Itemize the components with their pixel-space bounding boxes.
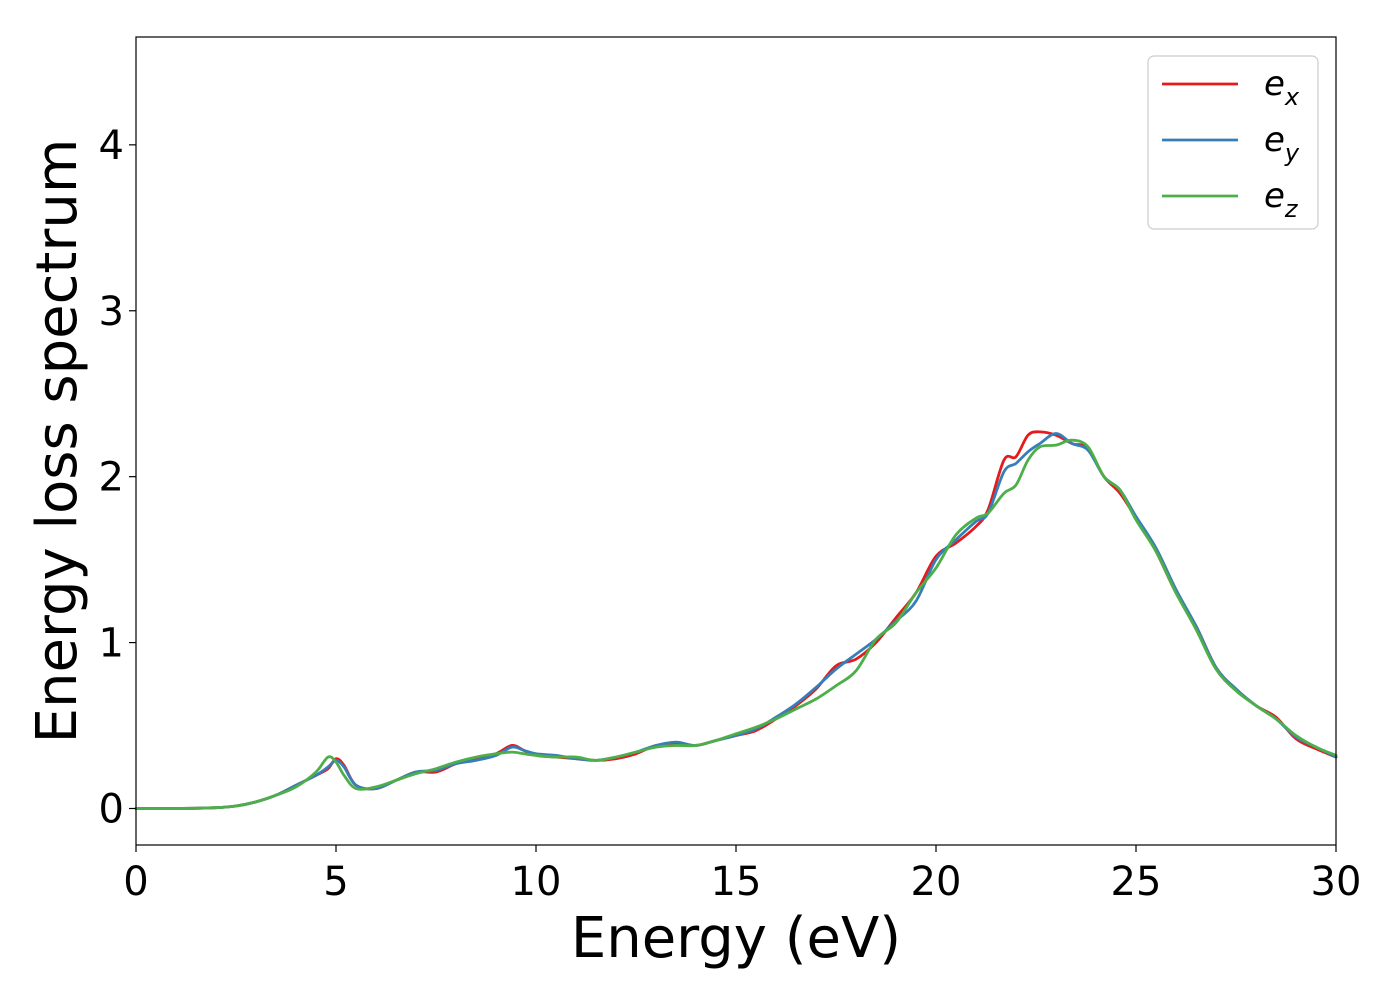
legend-label-x: ex — [1264, 64, 1300, 111]
x-axis-label: Energy (eV) — [571, 906, 901, 971]
x-tick-label: 20 — [911, 859, 962, 905]
legend-subscript: x — [1284, 83, 1300, 111]
x-tick-label: 15 — [711, 859, 762, 905]
y-tick-label: 0 — [99, 786, 124, 832]
legend-subscript: z — [1284, 195, 1299, 223]
x-tick-label: 0 — [123, 859, 148, 905]
legend-label-y: ey — [1264, 120, 1300, 167]
y-tick-label: 4 — [99, 123, 124, 169]
legend-subscript: y — [1284, 139, 1300, 167]
x-tick-label: 30 — [1311, 859, 1362, 905]
x-tick-label: 5 — [323, 859, 348, 905]
tick-layer: 0 5 10 15 20 25 30 0 1 2 3 4 — [99, 123, 1362, 905]
y-tick-label: 3 — [99, 289, 124, 335]
y-axis-label: Energy loss spectrum — [25, 139, 90, 744]
series-line-z — [134, 438, 1338, 810]
y-tick-label: 1 — [99, 621, 124, 667]
x-tick-label: 25 — [1111, 859, 1162, 905]
legend-box — [1147, 55, 1319, 230]
y-tick-label: 2 — [99, 455, 124, 501]
plot-frame — [135, 36, 1337, 846]
series-layer — [134, 430, 1338, 810]
x-tick-label: 10 — [511, 859, 562, 905]
plot-background — [136, 37, 1336, 845]
